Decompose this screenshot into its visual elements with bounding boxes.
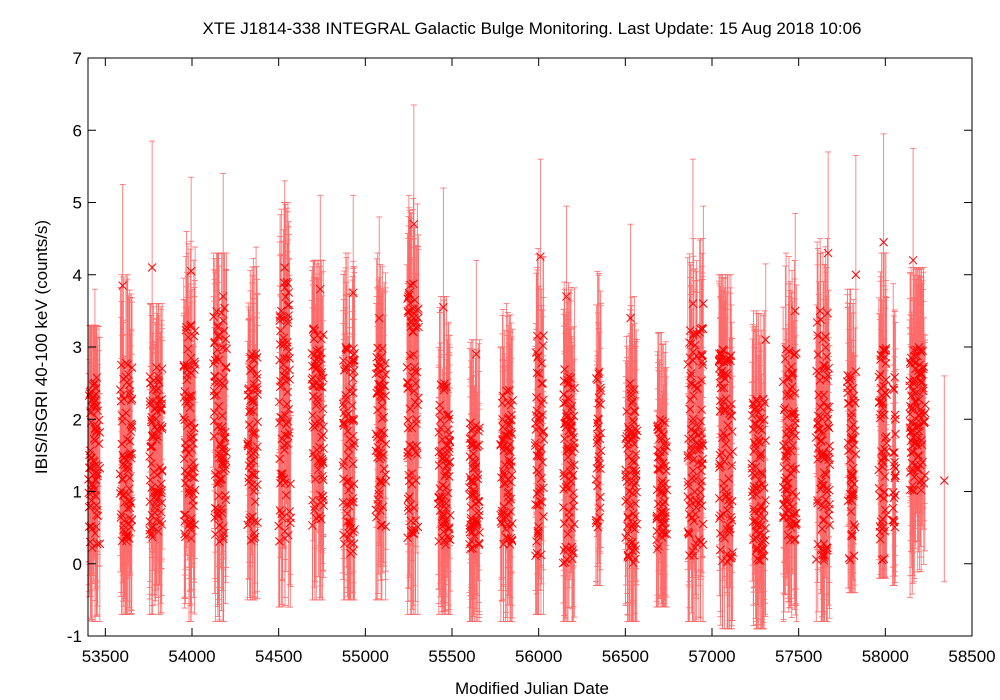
chart-title: XTE J1814-338 INTEGRAL Galactic Bulge Mo… (203, 19, 862, 38)
